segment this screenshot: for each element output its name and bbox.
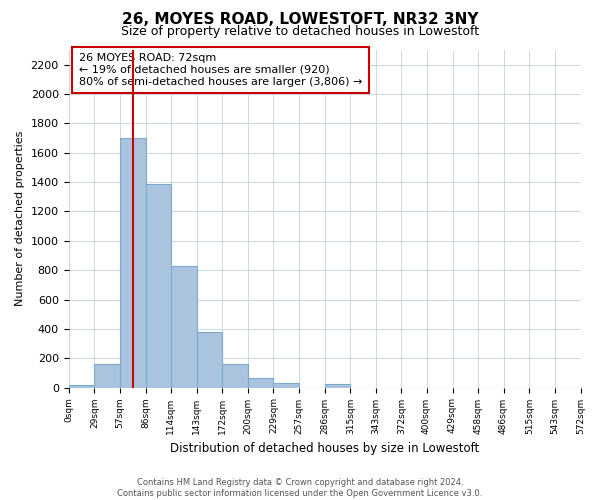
X-axis label: Distribution of detached houses by size in Lowestoft: Distribution of detached houses by size …	[170, 442, 479, 455]
Bar	[146, 184, 170, 388]
Bar	[94, 364, 119, 388]
Bar	[197, 332, 223, 388]
Text: 26 MOYES ROAD: 72sqm
← 19% of detached houses are smaller (920)
80% of semi-deta: 26 MOYES ROAD: 72sqm ← 19% of detached h…	[79, 54, 362, 86]
Bar	[119, 138, 146, 388]
Bar	[223, 364, 248, 388]
Bar	[325, 384, 350, 388]
Y-axis label: Number of detached properties: Number of detached properties	[15, 131, 25, 306]
Text: Contains HM Land Registry data © Crown copyright and database right 2024.
Contai: Contains HM Land Registry data © Crown c…	[118, 478, 482, 498]
Text: 26, MOYES ROAD, LOWESTOFT, NR32 3NY: 26, MOYES ROAD, LOWESTOFT, NR32 3NY	[122, 12, 478, 28]
Bar	[68, 386, 94, 388]
Text: Size of property relative to detached houses in Lowestoft: Size of property relative to detached ho…	[121, 25, 479, 38]
Bar	[248, 378, 274, 388]
Bar	[274, 383, 299, 388]
Bar	[170, 266, 197, 388]
